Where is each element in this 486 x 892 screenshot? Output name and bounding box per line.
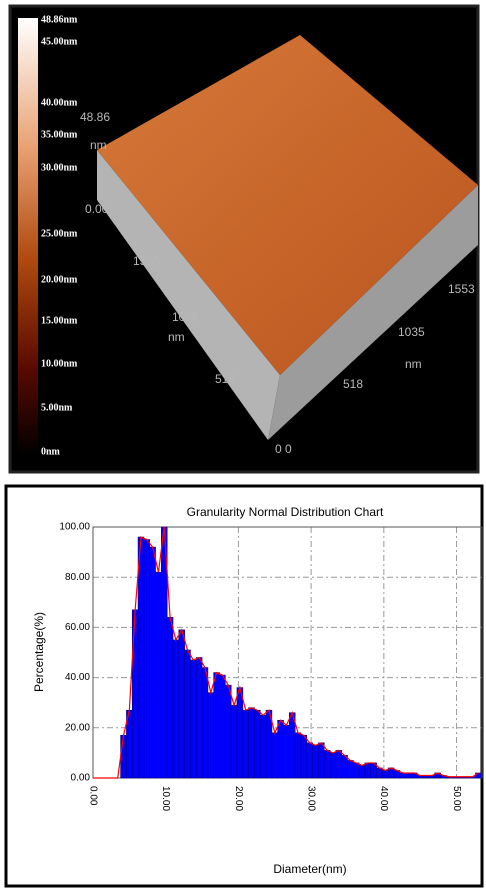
bar — [301, 735, 307, 778]
bar — [284, 725, 290, 778]
axis-label-3d: nm — [90, 138, 107, 152]
bar — [295, 733, 301, 778]
bar — [196, 658, 202, 778]
bar — [138, 537, 144, 778]
bar — [324, 750, 330, 778]
bar — [220, 675, 226, 778]
colorbar-label: 5.00nm — [41, 402, 73, 413]
axis-label-3d: nm — [168, 330, 185, 344]
y-tick-label: 40.00 — [65, 672, 90, 683]
x-tick-label: 50.00 — [451, 786, 462, 811]
figure: Granularity Normal Distribution Chart Di… — [0, 0, 486, 892]
colorbar-label: 20.00nm — [41, 274, 78, 285]
x-tick-label: 0.00 — [87, 786, 98, 806]
bar — [225, 685, 231, 778]
x-tick-label: 30.00 — [305, 786, 316, 811]
bar — [150, 547, 156, 778]
colorbar-label: 30.00nm — [41, 162, 78, 173]
bar — [249, 708, 255, 778]
bar — [214, 673, 220, 778]
axis-label-3d: 1553 — [133, 254, 160, 268]
colorbar-label: 0nm — [41, 446, 61, 457]
x-tick-label: 40.00 — [378, 786, 389, 811]
bar — [406, 773, 412, 778]
colorbar-label: 45.00nm — [41, 36, 78, 47]
bar — [347, 760, 353, 778]
bar — [342, 755, 348, 778]
axis-label-3d: nm — [405, 357, 422, 371]
colorbar-label: 10.00nm — [41, 358, 78, 369]
colorbar-label: 40.00nm — [41, 97, 78, 108]
bar — [272, 733, 278, 778]
colorbar-label: 35.00nm — [41, 129, 78, 140]
bar — [202, 668, 208, 778]
axis-label-3d: 518 — [215, 372, 235, 386]
bar — [144, 540, 150, 778]
bar — [365, 763, 371, 778]
x-tick-label: 10.00 — [160, 786, 171, 811]
bar — [318, 743, 324, 778]
axis-label-3d: 0.00 — [85, 202, 109, 216]
bar — [278, 720, 284, 778]
x-axis-label: Diameter(nm) — [273, 862, 346, 876]
colorbar-label: 25.00nm — [41, 228, 78, 239]
bar — [254, 710, 260, 778]
bar — [400, 773, 406, 778]
bar — [382, 770, 388, 778]
bar — [231, 705, 237, 778]
bar — [237, 688, 243, 778]
axis-label-3d: 1553 — [448, 282, 475, 296]
bar — [179, 630, 185, 778]
bar — [208, 693, 214, 778]
axis-label-3d: 0 0 — [275, 442, 292, 456]
chart-panel — [6, 486, 482, 886]
y-tick-label: 60.00 — [65, 622, 90, 633]
axis-label-3d: 1035 — [172, 310, 199, 324]
bar — [190, 660, 196, 778]
colorbar-label: 48.86nm — [41, 14, 78, 25]
axis-label-3d: 518 — [343, 377, 363, 391]
colorbar-label: 15.00nm — [41, 315, 78, 326]
bar — [330, 753, 336, 778]
y-tick-label: 20.00 — [65, 722, 90, 733]
bar — [243, 710, 249, 778]
bar — [307, 743, 313, 778]
bar — [185, 650, 191, 778]
bar — [156, 572, 162, 778]
bar — [173, 640, 179, 778]
chart-title: Granularity Normal Distribution Chart — [187, 505, 384, 519]
y-tick-label: 0.00 — [71, 773, 91, 784]
axis-label-3d: 48.86 — [80, 110, 110, 124]
x-tick-label: 20.00 — [233, 786, 244, 811]
bar — [121, 735, 127, 778]
bar — [167, 617, 173, 778]
bar — [313, 745, 319, 778]
y-axis-label: Percentage(%) — [32, 612, 46, 692]
bar — [336, 750, 342, 778]
bar — [359, 765, 365, 778]
axis-label-3d: 1035 — [398, 325, 425, 339]
y-tick-label: 80.00 — [65, 572, 90, 583]
y-tick-label: 100.00 — [59, 522, 90, 533]
bar — [260, 715, 266, 778]
colorbar — [18, 18, 38, 455]
bar — [289, 713, 295, 778]
bar — [353, 763, 359, 778]
